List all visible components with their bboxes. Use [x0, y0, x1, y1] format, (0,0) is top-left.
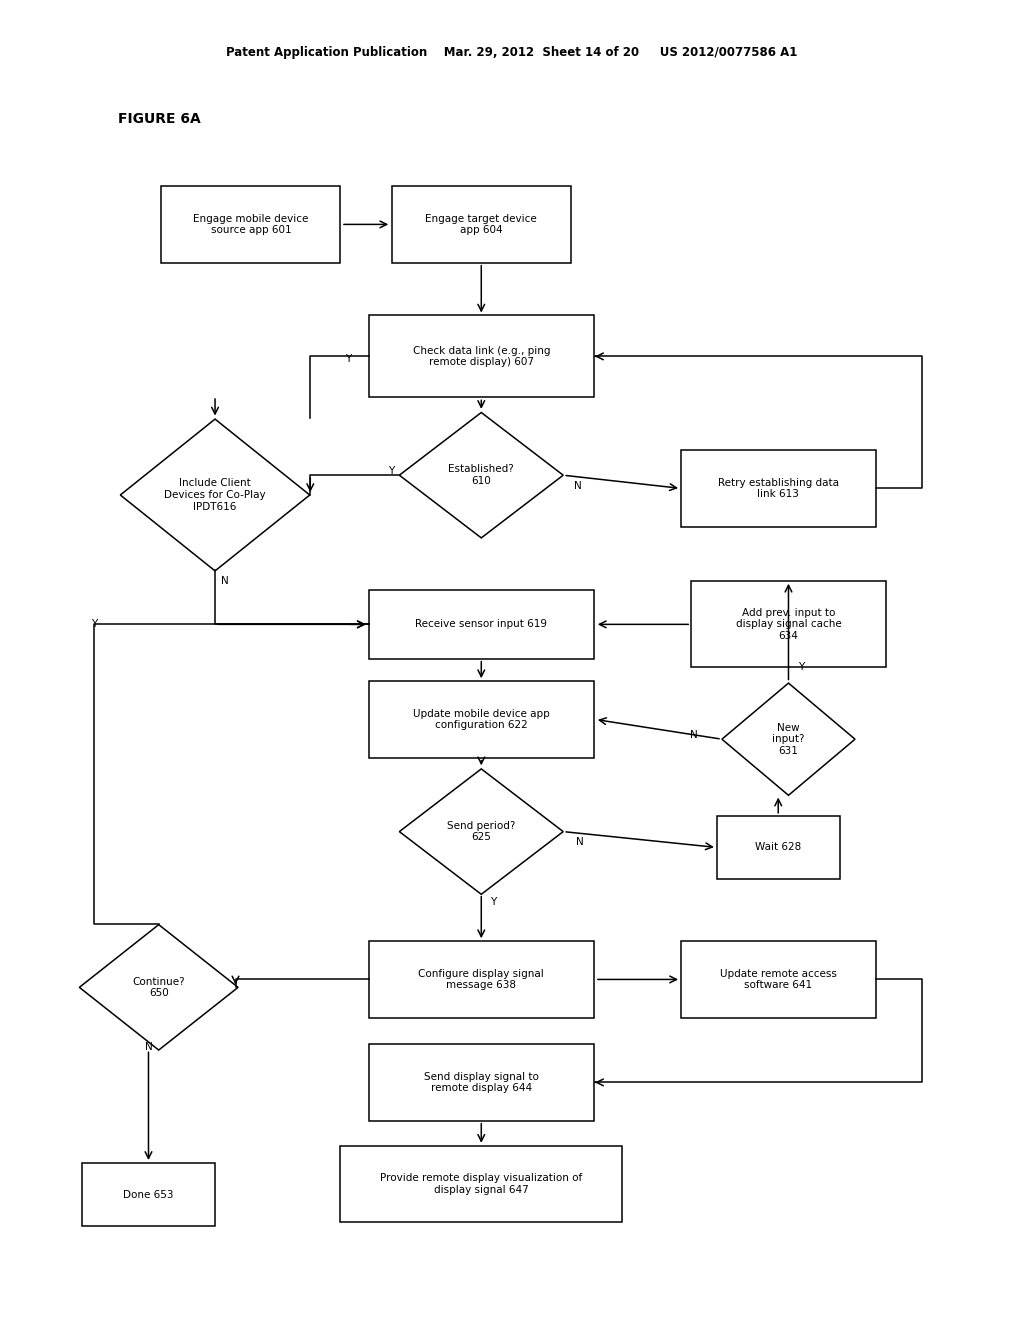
Text: Wait 628: Wait 628 — [755, 842, 802, 853]
Text: Y: Y — [91, 619, 97, 630]
Text: N: N — [221, 576, 229, 586]
Bar — [369, 1044, 594, 1121]
Bar — [369, 681, 594, 758]
Text: Y: Y — [490, 896, 497, 907]
Text: Retry establishing data
link 613: Retry establishing data link 613 — [718, 478, 839, 499]
Text: Include Client
Devices for Co-Play
IPDT616: Include Client Devices for Co-Play IPDT6… — [164, 478, 266, 512]
Bar — [369, 315, 594, 397]
Text: New
input?
631: New input? 631 — [772, 722, 805, 756]
Text: FIGURE 6A: FIGURE 6A — [118, 112, 201, 125]
Bar — [162, 186, 340, 263]
Text: Continue?
650: Continue? 650 — [132, 977, 185, 998]
Text: N: N — [575, 837, 584, 847]
Text: Established?
610: Established? 610 — [449, 465, 514, 486]
Text: N: N — [690, 730, 698, 741]
Polygon shape — [80, 924, 238, 1051]
Text: Update mobile device app
configuration 622: Update mobile device app configuration 6… — [413, 709, 550, 730]
Bar — [369, 941, 594, 1018]
Text: Check data link (e.g., ping
remote display) 607: Check data link (e.g., ping remote displ… — [413, 346, 550, 367]
Bar — [681, 941, 876, 1018]
Polygon shape — [121, 420, 309, 570]
Bar — [82, 1163, 215, 1226]
Text: Y: Y — [798, 661, 804, 672]
Text: Done 653: Done 653 — [123, 1189, 174, 1200]
Text: N: N — [573, 480, 582, 491]
Text: Add prev. input to
display signal cache
634: Add prev. input to display signal cache … — [735, 607, 842, 642]
Text: Send period?
625: Send period? 625 — [447, 821, 515, 842]
Text: Y: Y — [345, 354, 351, 364]
Text: Y: Y — [388, 466, 394, 477]
Text: Receive sensor input 619: Receive sensor input 619 — [416, 619, 547, 630]
Text: Send display signal to
remote display 644: Send display signal to remote display 64… — [424, 1072, 539, 1093]
Text: Engage target device
app 604: Engage target device app 604 — [425, 214, 538, 235]
Text: Patent Application Publication    Mar. 29, 2012  Sheet 14 of 20     US 2012/0077: Patent Application Publication Mar. 29, … — [226, 46, 798, 59]
Text: N: N — [144, 1041, 153, 1052]
Text: Engage mobile device
source app 601: Engage mobile device source app 601 — [194, 214, 308, 235]
Text: Provide remote display visualization of
display signal 647: Provide remote display visualization of … — [380, 1173, 583, 1195]
Polygon shape — [399, 768, 563, 895]
Bar — [691, 581, 886, 667]
Bar — [340, 1146, 622, 1222]
Bar — [681, 450, 876, 527]
Bar — [717, 816, 840, 879]
Bar — [391, 186, 570, 263]
Text: Update remote access
software 641: Update remote access software 641 — [720, 969, 837, 990]
Polygon shape — [399, 412, 563, 539]
Bar — [369, 590, 594, 659]
Polygon shape — [722, 684, 855, 795]
Text: Configure display signal
message 638: Configure display signal message 638 — [419, 969, 544, 990]
